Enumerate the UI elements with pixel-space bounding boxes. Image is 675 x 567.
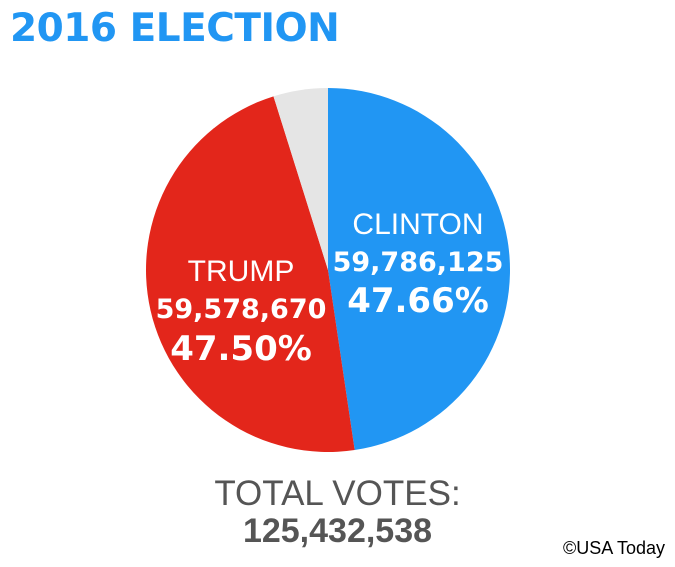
clinton-label-percent: 47.66% [347,281,489,321]
pie-slice-other [273,88,328,270]
total-votes-value: 125,432,538 [242,512,433,550]
pie-slice-trump [146,96,355,452]
trump-label-percent: 47.50% [170,329,312,369]
pie-slice-clinton [328,88,511,451]
clinton-label-votes: 59,786,125 [333,247,504,278]
chart-title: 2016 ELECTION [10,6,340,51]
trump-label-name: TRUMP [188,255,295,288]
trump-label-votes: 59,578,670 [156,294,327,325]
total-votes-label: TOTAL VOTES: [214,474,461,513]
clinton-label-name: CLINTON [352,208,483,241]
credit: ©USA Today [563,538,665,558]
